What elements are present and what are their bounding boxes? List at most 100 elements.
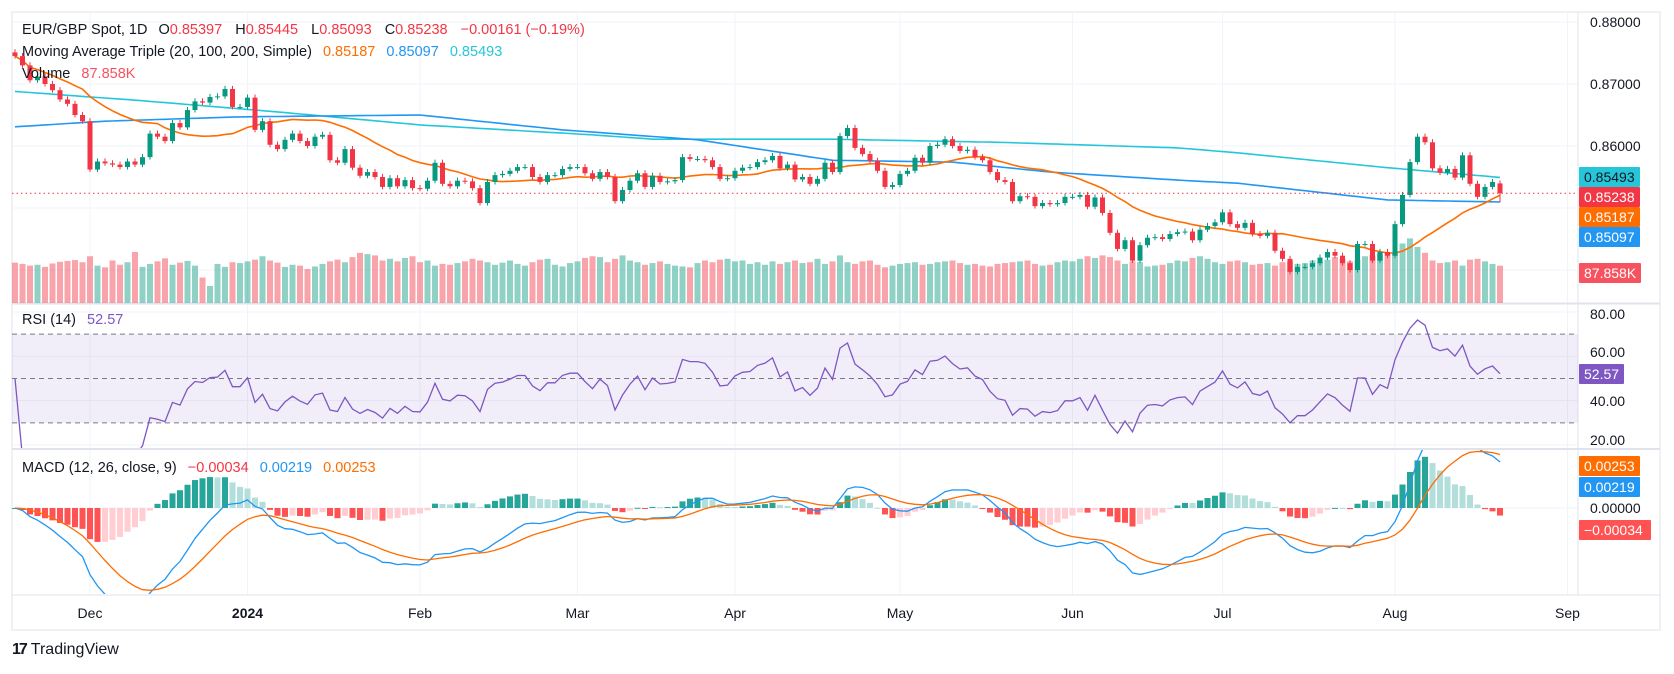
candle <box>1287 255 1293 275</box>
candle-body <box>837 136 843 173</box>
candle-body <box>42 76 48 84</box>
macd-histogram-bar <box>1024 508 1031 527</box>
volume-bar <box>1362 256 1368 303</box>
candle-body <box>717 167 723 179</box>
volume-bar <box>889 265 896 303</box>
candle <box>1167 230 1173 242</box>
volume-bar <box>1084 256 1091 303</box>
volume-bar <box>259 256 266 303</box>
macd-histogram-bar <box>312 508 318 515</box>
macd-legend[interactable]: MACD (12, 26, close, 9) −0.00034 0.00219… <box>22 460 383 476</box>
volume-bar <box>619 255 626 303</box>
candle <box>1302 263 1308 270</box>
candle <box>672 177 678 184</box>
candle-body <box>642 173 648 187</box>
candle <box>50 80 55 93</box>
volume-bar <box>574 261 581 303</box>
candle-body <box>57 90 63 100</box>
macd-histogram-bar <box>1122 508 1128 523</box>
candle <box>425 177 430 192</box>
candle-body <box>200 101 205 103</box>
ma-legend[interactable]: Moving Average Triple (20, 100, 200, Sim… <box>22 44 509 60</box>
candle <box>110 160 115 168</box>
volume-bar <box>1309 260 1316 303</box>
macd-histogram-bar <box>852 496 858 508</box>
candle <box>200 98 205 106</box>
macd-histogram-bar <box>1332 507 1338 509</box>
volume-bar <box>394 261 401 303</box>
volume-bar <box>327 261 333 303</box>
candle <box>12 49 18 59</box>
rsi-tick-label: 80.00 <box>1590 306 1626 322</box>
volume-bar <box>912 262 918 303</box>
price-pane[interactable] <box>12 49 1578 303</box>
volume-bar <box>1017 261 1023 303</box>
volume-bar <box>1324 259 1331 303</box>
candle-body <box>447 183 453 187</box>
macd-histogram-bar <box>837 502 843 508</box>
macd-pane[interactable] <box>12 434 1503 606</box>
macd-histogram-bar <box>282 508 288 517</box>
candle-body <box>395 178 400 187</box>
candle-body <box>1467 155 1473 184</box>
candle <box>290 130 295 143</box>
macd-histogram-bar <box>799 508 806 512</box>
macd-histogram-bar <box>807 508 813 515</box>
rsi-legend[interactable]: RSI (14) 52.57 <box>22 312 130 328</box>
candle-body <box>1482 186 1488 197</box>
macd-histogram-bar <box>619 508 626 513</box>
candle <box>1160 234 1165 242</box>
candle <box>305 137 310 149</box>
symbol-legend[interactable]: EUR/GBP Spot, 1D O0.85397 H0.85445 L0.85… <box>22 22 592 38</box>
candle <box>1242 219 1248 231</box>
candle-body <box>830 162 835 173</box>
candle <box>770 152 775 163</box>
volume-bar <box>732 261 738 303</box>
volume-bar <box>552 264 558 303</box>
candle-body <box>132 161 138 165</box>
rsi-pane[interactable] <box>12 319 1578 471</box>
volume-legend[interactable]: Volume 87.858K <box>22 66 142 82</box>
macd-histogram-bar <box>739 506 746 508</box>
candle <box>245 94 250 110</box>
candle <box>567 163 573 172</box>
candle-body <box>1025 196 1030 198</box>
macd-histogram-bar <box>117 508 123 537</box>
candle-body <box>1197 229 1203 241</box>
candle <box>1265 229 1270 239</box>
candle <box>560 165 565 178</box>
volume-bar <box>1039 265 1046 303</box>
volume-bar <box>282 266 288 303</box>
candle <box>1340 252 1345 266</box>
candle-body <box>635 173 640 181</box>
candle <box>1017 193 1023 204</box>
candle <box>132 158 138 168</box>
volume-bar <box>529 262 536 303</box>
volume-bar <box>252 259 258 303</box>
macd-histogram-bar <box>1084 508 1091 513</box>
macd-histogram-bar <box>762 504 768 508</box>
candle <box>80 111 85 124</box>
volume-bar <box>1047 264 1053 303</box>
candle <box>1392 221 1398 259</box>
candle <box>890 181 895 190</box>
macd-histogram-bar <box>132 508 138 528</box>
candle <box>230 85 235 110</box>
macd-histogram-bar <box>859 499 866 508</box>
macd-histogram-bar <box>1069 508 1076 516</box>
macd-histogram-bar <box>664 507 671 509</box>
candle-body <box>1257 234 1263 236</box>
candle-body <box>80 115 85 122</box>
macd-hist-badge: −0.00034 <box>1579 520 1651 540</box>
candle-body <box>462 180 468 182</box>
volume-bar <box>687 267 693 303</box>
macd-histogram-bar <box>447 504 453 508</box>
candle-body <box>725 178 730 180</box>
macd-histogram-bar <box>1242 495 1248 508</box>
candle <box>530 163 535 180</box>
volume-bar <box>994 263 1001 303</box>
tradingview-logo[interactable]: 17 TradingView <box>12 641 119 659</box>
candle <box>1235 221 1240 231</box>
volume-bar <box>139 266 146 303</box>
